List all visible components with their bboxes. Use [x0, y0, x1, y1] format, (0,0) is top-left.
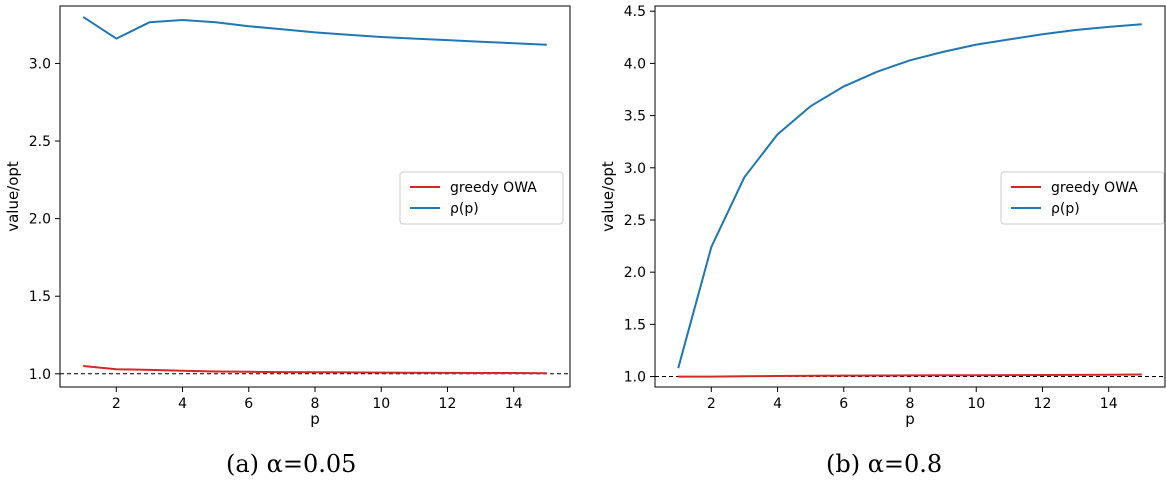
- y-tick: 2.0: [624, 265, 655, 281]
- x-tick: 6: [839, 387, 848, 412]
- series-line-greedy-owa: [678, 373, 1142, 378]
- legend-label: ρ(p): [1051, 201, 1080, 217]
- x-tick: 14: [1100, 387, 1118, 412]
- x-tick-label: 8: [906, 396, 915, 412]
- x-tick: 8: [311, 387, 320, 412]
- x-tick-label: 8: [311, 396, 320, 412]
- legend: greedy OWA ρ(p): [399, 171, 564, 225]
- series-line-rho: [677, 23, 1142, 369]
- y-tick-label: 2.0: [29, 212, 51, 228]
- x-axis-label: p: [905, 410, 915, 428]
- x-tick-label: 12: [439, 396, 457, 412]
- x-tick: 2: [707, 387, 716, 412]
- x-axis-label: p: [310, 410, 320, 428]
- y-tick: 1.5: [29, 289, 60, 305]
- y-tick: 1.0: [624, 370, 655, 386]
- x-tick-label: 6: [244, 396, 253, 412]
- x-tick: 8: [906, 387, 915, 412]
- y-tick-label: 3.0: [29, 56, 51, 72]
- y-tick-label: 3.5: [624, 109, 646, 125]
- y-axis-label: value/opt: [4, 161, 22, 232]
- chart-panel-a: 2 4 6 8 10 12 14 1.0 1.5 2.0 2.5 3.0 p value/opt greed…: [4, 5, 571, 428]
- x-tick: 6: [244, 387, 253, 412]
- y-tick: 3.5: [624, 109, 655, 125]
- y-tick: 1.0: [29, 367, 60, 383]
- x-tick: 14: [505, 387, 523, 412]
- x-tick-label: 14: [1100, 396, 1118, 412]
- x-tick: 12: [439, 387, 457, 412]
- y-tick: 1.5: [624, 317, 655, 333]
- y-tick: 2.5: [624, 213, 655, 229]
- y-axis-label: value/opt: [599, 161, 617, 232]
- legend-box: [1000, 171, 1165, 225]
- y-tick-label: 1.0: [624, 370, 646, 386]
- x-tick: 12: [1034, 387, 1052, 412]
- chart-panel-b: 2 4 6 8 10 12 14 1.0 1.5 2.0 2.5 3.0 3.5 4.0 4.5 p value…: [599, 4, 1166, 428]
- x-tick: 4: [773, 387, 782, 412]
- y-tick-label: 3.0: [624, 161, 646, 177]
- y-tick: 3.0: [624, 161, 655, 177]
- y-tick: 2.5: [29, 134, 60, 150]
- x-tick-label: 4: [773, 396, 782, 412]
- y-tick: 4.5: [624, 4, 655, 20]
- legend-box: [399, 171, 564, 225]
- x-tick: 10: [372, 387, 390, 412]
- y-tick-label: 2.0: [624, 265, 646, 281]
- x-tick-label: 10: [967, 396, 985, 412]
- y-tick: 2.0: [29, 212, 60, 228]
- x-tick-label: 14: [505, 396, 523, 412]
- caption-panel-a: (a) α=0.05: [226, 450, 357, 478]
- y-tick-label: 2.5: [29, 134, 51, 150]
- x-tick: 10: [967, 387, 985, 412]
- x-tick: 4: [178, 387, 187, 412]
- caption-panel-b: (b) α=0.8: [826, 450, 943, 478]
- x-tick-label: 2: [707, 396, 716, 412]
- series-line-rho: [82, 16, 547, 46]
- y-tick-label: 1.0: [29, 367, 51, 383]
- x-tick-label: 12: [1034, 396, 1052, 412]
- x-tick-label: 6: [839, 396, 848, 412]
- legend: greedy OWA ρ(p): [1000, 171, 1165, 225]
- legend-label: greedy OWA: [1051, 180, 1138, 196]
- y-tick-label: 4.0: [624, 56, 646, 72]
- y-tick-label: 1.5: [29, 289, 51, 305]
- legend-label: greedy OWA: [450, 180, 537, 196]
- y-tick-label: 2.5: [624, 213, 646, 229]
- x-tick-label: 2: [112, 396, 121, 412]
- y-tick-label: 4.5: [624, 4, 646, 20]
- x-tick: 2: [112, 387, 121, 412]
- legend-label: ρ(p): [450, 201, 479, 217]
- x-tick-label: 10: [372, 396, 390, 412]
- x-tick-label: 4: [178, 396, 187, 412]
- y-tick-label: 1.5: [624, 317, 646, 333]
- y-tick: 4.0: [624, 56, 655, 72]
- series-line-greedy-owa: [83, 365, 547, 375]
- y-tick: 3.0: [29, 56, 60, 72]
